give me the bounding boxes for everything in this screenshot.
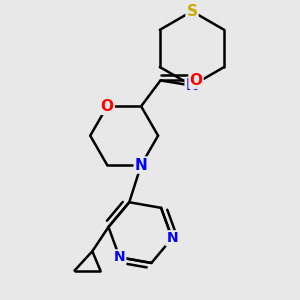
Text: N: N [135, 158, 148, 172]
Text: N: N [166, 231, 178, 245]
Text: O: O [190, 73, 202, 88]
Text: N: N [114, 250, 125, 264]
Text: S: S [187, 4, 197, 19]
Text: O: O [101, 99, 114, 114]
Text: N: N [186, 78, 198, 93]
